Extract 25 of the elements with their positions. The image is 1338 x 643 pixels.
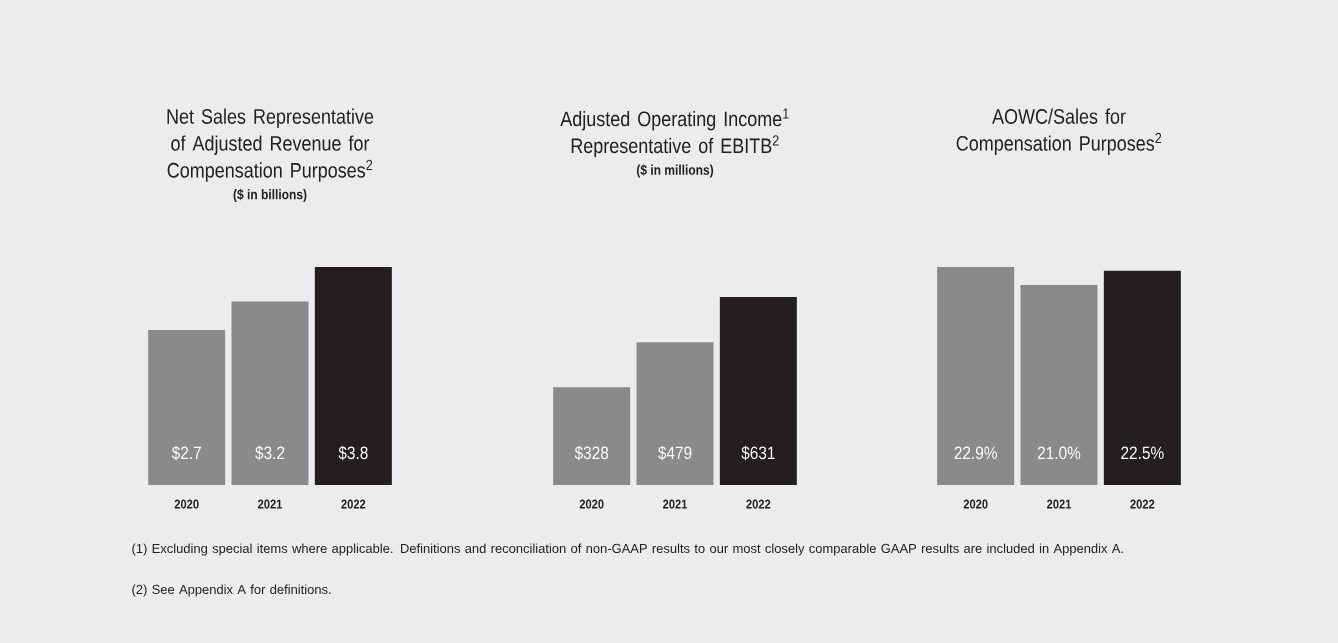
text: (1) Excluding special items where applicable. Definitions and reconciliation of non-GAAP results to our most closely comparable GAAP results are included in Appendix A. [132,543,1123,556]
data-label: $3.2 [255,445,285,461]
chart-subtitle: ($ in millions) [636,164,714,178]
data-label: $3.8 [338,445,368,461]
data-label: 22.5% [1121,446,1164,460]
x-tick-label: 2021 [1047,499,1072,509]
x-tick-label: 2022 [746,499,771,509]
data-label: $2.7 [171,445,201,461]
x-tick-label: 2021 [258,499,283,509]
x-tick-label: 2020 [174,499,199,509]
data-label: $328 [574,445,609,461]
x-tick-label: 2020 [579,499,604,509]
chart-title: AOWC/Sales for Compensation Purposes$^{2}$ [956,108,1162,155]
data-label: 21.0% [1037,446,1081,460]
chart-title: Adjusted Operating Income$^{1}$ Representative of EBITB$^{2}$ [560,108,789,158]
x-tick-label: 2022 [1130,499,1155,509]
text: (2) See Appendix A for definitions. [132,584,331,597]
x-tick-label: 2022 [341,499,366,509]
x-tick-label: 2020 [963,499,988,509]
data-label: $631 [741,445,775,461]
data-label: 22.9% [954,446,997,460]
chart-title: Net Sales Representative of Adjusted Revenue for Compensation Purposes$^{2}$ [167,108,374,182]
chart-subtitle: ($ in billions) [233,188,307,203]
x-tick-label: 2021 [663,499,688,509]
data-label: $479 [658,445,692,461]
